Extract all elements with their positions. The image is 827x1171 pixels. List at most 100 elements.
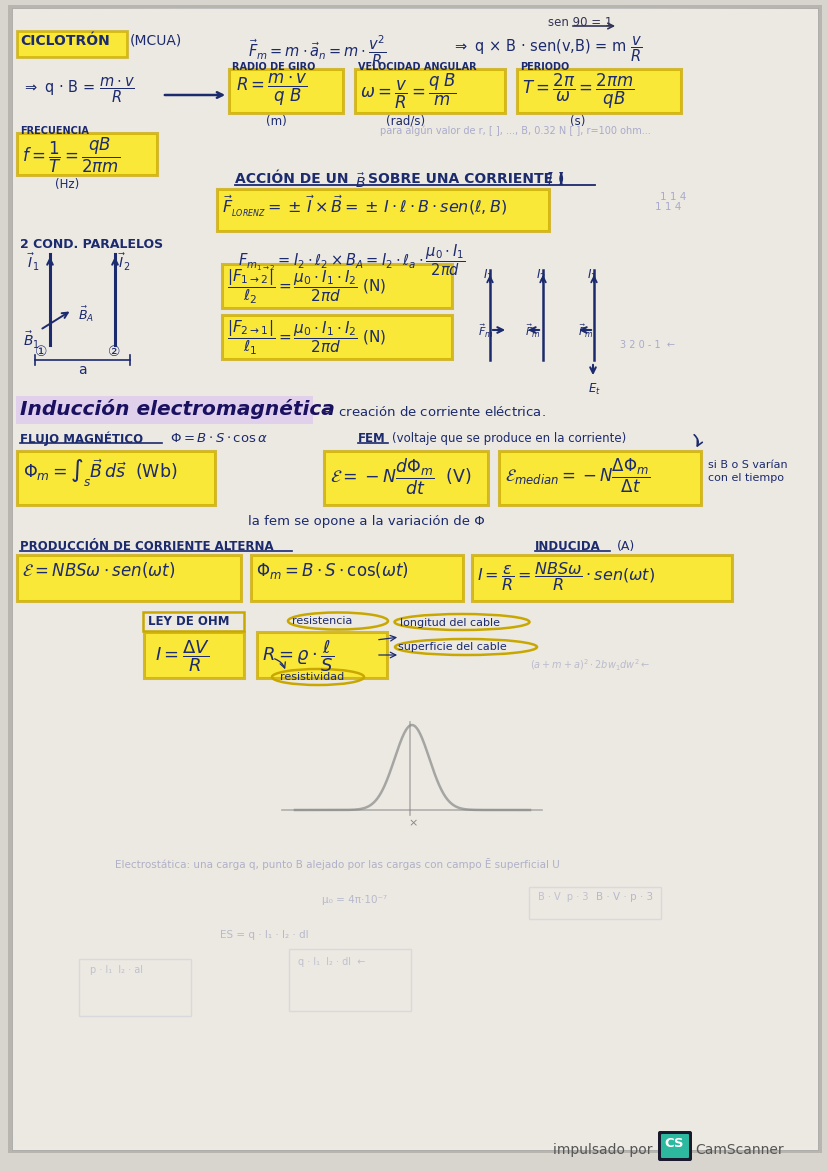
Text: $I_2$: $I_2$: [535, 268, 545, 283]
FancyBboxPatch shape: [217, 189, 548, 231]
FancyBboxPatch shape: [222, 315, 452, 359]
Text: ACCIÓN DE UN: ACCIÓN DE UN: [235, 172, 353, 186]
FancyBboxPatch shape: [660, 1134, 688, 1158]
FancyBboxPatch shape: [355, 69, 504, 112]
Text: $R = \dfrac{m \cdot v}{q \; B}$: $R = \dfrac{m \cdot v}{q \; B}$: [236, 71, 308, 108]
Text: $\dfrac{|F_{2\rightarrow1}|}{\ell_1} = \dfrac{\mu_0 \cdot I_1 \cdot I_2}{2\pi d}: $\dfrac{|F_{2\rightarrow1}|}{\ell_1} = \…: [227, 319, 386, 357]
FancyBboxPatch shape: [251, 555, 462, 601]
Text: (Hz): (Hz): [55, 178, 79, 191]
FancyBboxPatch shape: [17, 133, 157, 174]
Text: $\vec{F}_m$: $\vec{F}_m$: [577, 322, 593, 340]
Text: $\Phi_m = B \cdot S \cdot \cos(\omega t)$: $\Phi_m = B \cdot S \cdot \cos(\omega t)…: [256, 560, 409, 581]
FancyBboxPatch shape: [17, 451, 215, 505]
FancyBboxPatch shape: [256, 632, 386, 678]
FancyBboxPatch shape: [657, 1131, 691, 1160]
Text: FLUJO MAGNÉTICO: FLUJO MAGNÉTICO: [20, 432, 143, 446]
FancyBboxPatch shape: [222, 263, 452, 308]
Text: Inducción electromagnética: Inducción electromagnética: [20, 399, 334, 419]
FancyBboxPatch shape: [144, 632, 244, 678]
FancyBboxPatch shape: [8, 5, 821, 1153]
Text: $\mathcal{E}_{median} = -N\dfrac{\Delta\Phi_m}{\Delta t}$: $\mathcal{E}_{median} = -N\dfrac{\Delta\…: [504, 457, 649, 495]
Text: $\vec{I}_2$: $\vec{I}_2$: [118, 252, 131, 273]
Text: ×: ×: [408, 819, 417, 828]
Text: con el tiempo: con el tiempo: [707, 473, 783, 482]
Text: (m): (m): [265, 115, 286, 128]
Text: (rad/s): (rad/s): [385, 115, 424, 128]
Text: $T = \dfrac{2\pi}{\omega} = \dfrac{2\pi m}{q B}$: $T = \dfrac{2\pi}{\omega} = \dfrac{2\pi …: [521, 71, 633, 111]
Text: $\vec{B}$: $\vec{B}$: [355, 172, 366, 191]
Text: sen 90 = 1: sen 90 = 1: [547, 16, 612, 29]
Text: $\vec{B}_A$: $\vec{B}_A$: [78, 304, 94, 324]
Text: $f = \dfrac{1}{T} = \dfrac{q B}{2\pi m}$: $f = \dfrac{1}{T} = \dfrac{q B}{2\pi m}$: [22, 136, 120, 176]
Text: $\Phi = B \cdot S \cdot \cos\alpha$: $\Phi = B \cdot S \cdot \cos\alpha$: [170, 432, 268, 445]
Text: ②: ②: [108, 345, 121, 359]
FancyBboxPatch shape: [12, 8, 817, 1150]
Text: $I_1$: $I_1$: [586, 268, 596, 283]
Text: $I = \dfrac{\Delta V}{R}$: $I = \dfrac{\Delta V}{R}$: [155, 638, 210, 673]
Text: 1 1 4: 1 1 4: [659, 192, 686, 203]
Text: (voltaje que se produce en la corriente): (voltaje que se produce en la corriente): [391, 432, 625, 445]
Text: ): ): [557, 172, 564, 186]
Text: $\bar{I}$: $\bar{I}$: [547, 172, 553, 189]
Text: $\vec{F}_m$: $\vec{F}_m$: [524, 322, 540, 340]
Text: CS: CS: [663, 1137, 682, 1150]
Text: $I_1$: $I_1$: [482, 268, 492, 283]
Text: B · V · p · 3: B · V · p · 3: [595, 892, 653, 902]
Text: $\vec{B}_1$: $\vec{B}_1$: [23, 330, 40, 351]
Text: CamScanner: CamScanner: [694, 1143, 782, 1157]
Text: longitud del cable: longitud del cable: [399, 618, 500, 628]
Text: resistividad: resistividad: [280, 672, 344, 682]
Text: para algún valor de r, [ ], ..., B, 0.32 N [ ], r=100 ohm...: para algún valor de r, [ ], ..., B, 0.32…: [380, 126, 650, 137]
Text: PERIODO: PERIODO: [519, 62, 569, 71]
Text: μ₀ = 4π·10⁻⁷: μ₀ = 4π·10⁻⁷: [322, 895, 387, 905]
Text: VELOCIDAD ANGULAR: VELOCIDAD ANGULAR: [357, 62, 476, 71]
Text: superficie del cable: superficie del cable: [398, 642, 506, 652]
Text: $\mathcal{E} = -N\dfrac{d\Phi_m}{dt}$  (V): $\mathcal{E} = -N\dfrac{d\Phi_m}{dt}$ (V…: [330, 457, 471, 498]
Text: $F_{m_{1\rightarrow2}} = I_2 \cdot \ell_2 \times B_A = I_2 \cdot \ell_a \cdot \d: $F_{m_{1\rightarrow2}} = I_2 \cdot \ell_…: [237, 242, 465, 278]
Text: ①: ①: [35, 345, 47, 359]
Text: impulsado por: impulsado por: [552, 1143, 652, 1157]
Text: LEY DE OHM: LEY DE OHM: [148, 615, 229, 628]
Text: ES = q · l₁ · l₂ · dl: ES = q · l₁ · l₂ · dl: [220, 930, 308, 940]
FancyBboxPatch shape: [17, 30, 127, 57]
Text: $R = \varrho \cdot \dfrac{\ell}{S}$: $R = \varrho \cdot \dfrac{\ell}{S}$: [261, 638, 334, 673]
Text: $\vec{F}_m = m \cdot \vec{a}_n = m \cdot \dfrac{v^2}{R}$: $\vec{F}_m = m \cdot \vec{a}_n = m \cdot…: [248, 34, 386, 69]
Text: (s): (s): [569, 115, 585, 128]
Text: $\vec{F}_{_{LORENZ}} = \pm\,\vec{I} \times \vec{B} = \pm\, I \cdot \ell \cdot B : $\vec{F}_{_{LORENZ}} = \pm\,\vec{I} \tim…: [222, 193, 506, 219]
Text: si B o S varían: si B o S varían: [707, 460, 786, 470]
Text: 1 1 4: 1 1 4: [654, 203, 681, 212]
Text: $\vec{F}_m$: $\vec{F}_m$: [477, 322, 493, 340]
Text: $\omega = \dfrac{v}{R} = \dfrac{q \; B}{m}$: $\omega = \dfrac{v}{R} = \dfrac{q \; B}{…: [360, 71, 457, 111]
Text: 2 COND. PARALELOS: 2 COND. PARALELOS: [20, 238, 163, 251]
Text: la fem se opone a la variación de Φ: la fem se opone a la variación de Φ: [248, 515, 484, 528]
FancyBboxPatch shape: [516, 69, 680, 112]
Text: $\dfrac{|F_{1\rightarrow2}|}{\ell_2} = \dfrac{\mu_0 \cdot I_1 \cdot I_2}{2\pi d}: $\dfrac{|F_{1\rightarrow2}|}{\ell_2} = \…: [227, 268, 386, 307]
Text: 3 2 0 - 1  ←: 3 2 0 - 1 ←: [619, 340, 674, 350]
Text: p · l₁  l₂ · al: p · l₁ l₂ · al: [90, 965, 143, 975]
Text: q · l₁  l₂ · dl  ←: q · l₁ l₂ · dl ←: [298, 957, 365, 967]
Text: (MCUA): (MCUA): [130, 34, 182, 48]
Text: B · V  p · 3: B · V p · 3: [538, 892, 588, 902]
Text: a: a: [78, 363, 87, 377]
Text: $I = \dfrac{\varepsilon}{R} = \dfrac{NBS\omega}{R} \cdot sen(\omega t)$: $I = \dfrac{\varepsilon}{R} = \dfrac{NBS…: [476, 560, 654, 593]
Text: $E_t$: $E_t$: [587, 382, 600, 397]
Text: FEM: FEM: [357, 432, 385, 445]
Text: SOBRE UNA CORRIENTE (: SOBRE UNA CORRIENTE (: [367, 172, 564, 186]
Text: $\rightarrow$ creación de corriente eléctrica.: $\rightarrow$ creación de corriente eléc…: [318, 405, 545, 419]
Text: CICLOTRÓN: CICLOTRÓN: [20, 34, 110, 48]
Text: resistencia: resistencia: [292, 616, 352, 626]
FancyBboxPatch shape: [471, 555, 731, 601]
FancyBboxPatch shape: [229, 69, 342, 112]
Text: $\vec{I}_1$: $\vec{I}_1$: [27, 252, 40, 273]
Text: INDUCIDA: INDUCIDA: [534, 540, 600, 553]
FancyBboxPatch shape: [499, 451, 700, 505]
Text: FRECUENCIA: FRECUENCIA: [20, 126, 88, 136]
Text: (A): (A): [616, 540, 634, 553]
Text: $\Rightarrow$ q $\times$ B · sen(v,B) = m $\dfrac{v}{R}$: $\Rightarrow$ q $\times$ B · sen(v,B) = …: [452, 34, 642, 63]
Text: RADIO DE GIRO: RADIO DE GIRO: [232, 62, 315, 71]
Text: $\mathcal{E} = NBS\omega \cdot sen(\omega t)$: $\mathcal{E} = NBS\omega \cdot sen(\omeg…: [22, 560, 174, 580]
FancyBboxPatch shape: [17, 555, 241, 601]
Text: $(a+m+a)^2 \cdot 2b w_1 dw^2 \leftarrow$: $(a+m+a)^2 \cdot 2b w_1 dw^2 \leftarrow$: [529, 658, 650, 673]
FancyBboxPatch shape: [16, 396, 313, 424]
Text: PRODUCCIÓN DE CORRIENTE ALTERNA: PRODUCCIÓN DE CORRIENTE ALTERNA: [20, 540, 273, 553]
